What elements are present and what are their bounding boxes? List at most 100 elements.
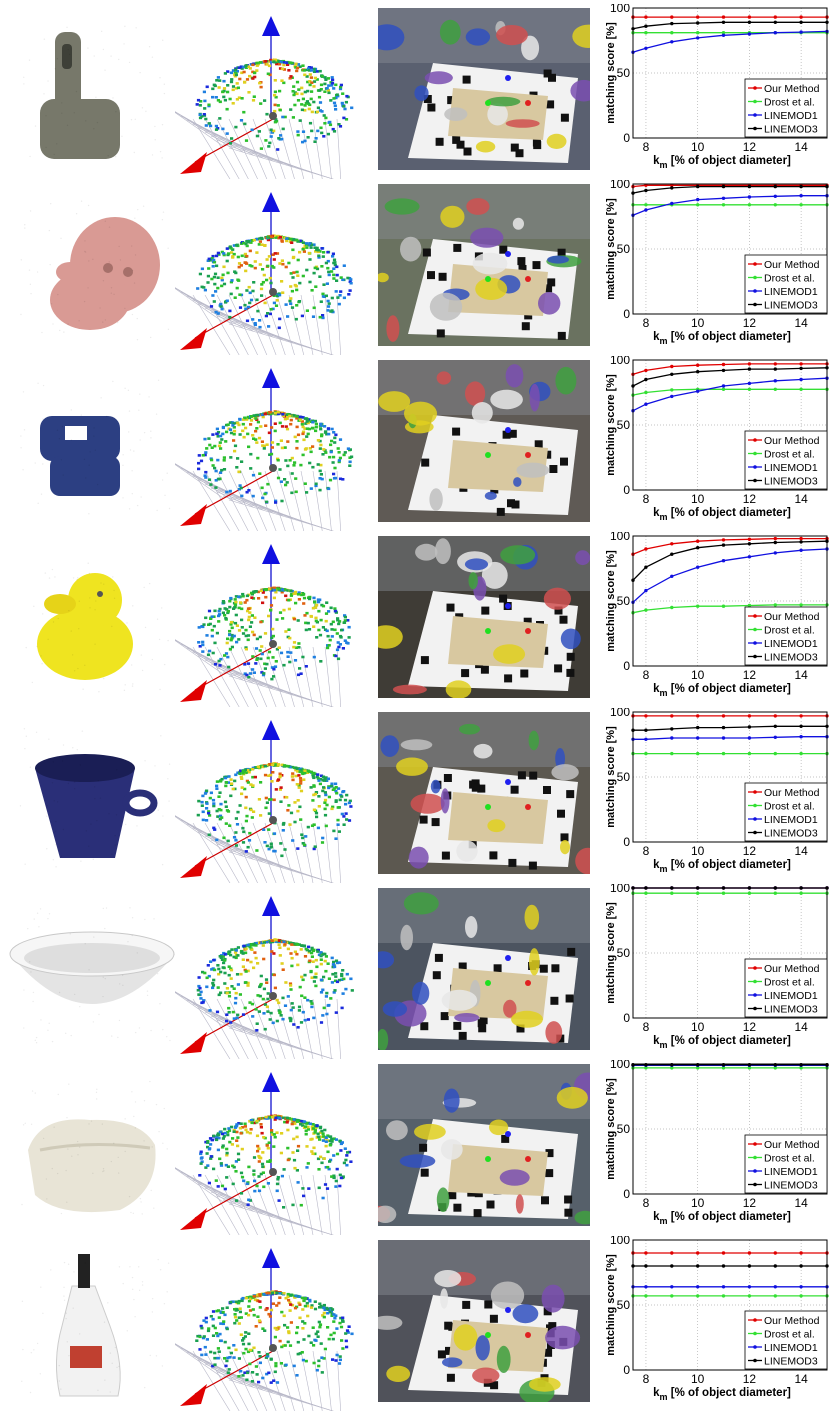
- data-point: [696, 565, 700, 569]
- legend-marker: [753, 113, 757, 117]
- scene-cell: [378, 8, 590, 170]
- data-point: [721, 196, 726, 200]
- series-line: [632, 185, 827, 194]
- chart-cell: 0 50 100 8 10 12 14 matching score [%] km [% of …: [600, 180, 833, 355]
- series-line: [632, 30, 828, 53]
- legend-label: LINEMOD1: [764, 814, 818, 826]
- test-scene-photo: [378, 712, 590, 874]
- data-point: [773, 714, 777, 718]
- y-axis-label: matching score [%]: [605, 1254, 617, 1356]
- data-point: [670, 1285, 674, 1289]
- data-point: [644, 565, 648, 569]
- data-point: [799, 724, 803, 728]
- y-axis-label: matching score [%]: [605, 902, 617, 1004]
- data-point: [696, 539, 700, 543]
- data-point: [773, 891, 777, 895]
- z-axis-arrow: [262, 896, 280, 916]
- series-line: [632, 537, 827, 555]
- legend-marker: [753, 1182, 757, 1187]
- test-scene-photo: [378, 8, 590, 170]
- data-point: [670, 542, 674, 546]
- legend-marker: [753, 289, 757, 293]
- data-point: [644, 402, 648, 406]
- legend-marker: [753, 451, 757, 456]
- viewpoint-sphere: [175, 544, 351, 707]
- object-model-glue: [21, 1254, 170, 1397]
- data-point: [773, 362, 777, 366]
- data-point: [670, 1264, 674, 1268]
- x-tick-label: 10: [691, 668, 705, 682]
- legend-marker: [753, 1006, 757, 1011]
- x-tick-label: 12: [743, 844, 757, 858]
- legend-box: [744, 78, 828, 138]
- y-axis-label: matching score [%]: [605, 726, 617, 828]
- data-point: [696, 184, 700, 189]
- test-scene-photo: [378, 536, 590, 698]
- data-point: [747, 542, 752, 546]
- data-point: [670, 372, 674, 376]
- y-tick-label: 0: [623, 835, 630, 849]
- legend-marker: [753, 803, 757, 808]
- legend-label: Drost et al.: [764, 273, 815, 285]
- chart-cell: 0 50 100 8 10 12 14 matching score [%] km [% of …: [600, 884, 833, 1059]
- object-model-iron: [23, 25, 166, 159]
- data-point: [721, 736, 726, 740]
- data-point: [644, 1285, 648, 1289]
- legend-marker: [753, 654, 757, 659]
- test-scene-photo: [378, 1240, 590, 1402]
- z-axis-arrow: [262, 16, 280, 36]
- y-axis-label: matching score [%]: [605, 1078, 617, 1180]
- viewpoint-sphere: [175, 368, 354, 531]
- scene-cell: [378, 888, 590, 1050]
- data-point: [773, 551, 777, 555]
- legend-label: Drost et al.: [764, 801, 815, 813]
- data-point: [696, 21, 700, 25]
- data-point: [721, 203, 726, 207]
- sphere-cell: [175, 356, 365, 531]
- data-point: [696, 203, 700, 207]
- data-point: [644, 31, 648, 35]
- legend-label: Our Method: [764, 259, 820, 271]
- y-tick-label: 50: [617, 1298, 631, 1312]
- legend-label: LINEMOD3: [764, 828, 818, 840]
- x-axis-arrow: [180, 856, 207, 878]
- data-point: [670, 40, 674, 44]
- scene-cell: [378, 1064, 590, 1226]
- data-point: [696, 546, 700, 550]
- data-point: [747, 367, 752, 371]
- data-point: [670, 727, 674, 731]
- series-line: [632, 388, 827, 396]
- data-point: [696, 891, 700, 895]
- y-tick-label: 50: [617, 1122, 631, 1136]
- object-cell: [0, 708, 185, 883]
- x-tick-label: 8: [643, 316, 650, 330]
- data-point: [799, 30, 803, 34]
- y-tick-label: 0: [623, 1011, 630, 1025]
- legend-marker: [753, 627, 757, 632]
- data-point: [670, 574, 674, 578]
- y-tick-label: 100: [610, 884, 630, 895]
- data-point: [773, 751, 777, 756]
- legend-label: LINEMOD1: [764, 1342, 818, 1354]
- data-point: [644, 751, 648, 756]
- figure-row-duck: 0 50 100 8 10 12 14 matching score [%] km [% of …: [0, 532, 833, 707]
- legend-label: LINEMOD3: [764, 652, 818, 664]
- z-axis-arrow: [262, 1248, 280, 1268]
- y-tick-label: 0: [623, 307, 630, 321]
- data-point: [696, 197, 700, 202]
- x-axis-label: km [% of object diameter]: [653, 859, 791, 874]
- data-point: [721, 384, 726, 388]
- legend-marker: [753, 993, 757, 997]
- data-point: [799, 536, 803, 541]
- data-point: [721, 1066, 726, 1070]
- data-point: [721, 31, 726, 35]
- data-point: [799, 20, 803, 24]
- x-tick-label: 12: [743, 316, 757, 330]
- legend-label: Our Method: [764, 83, 820, 95]
- legend-label: LINEMOD3: [764, 124, 818, 136]
- plot-frame: [632, 887, 828, 1019]
- data-point: [799, 366, 803, 371]
- x-tick-label: 8: [643, 668, 650, 682]
- test-scene-photo: [378, 1064, 590, 1226]
- x-tick-label: 10: [691, 844, 705, 858]
